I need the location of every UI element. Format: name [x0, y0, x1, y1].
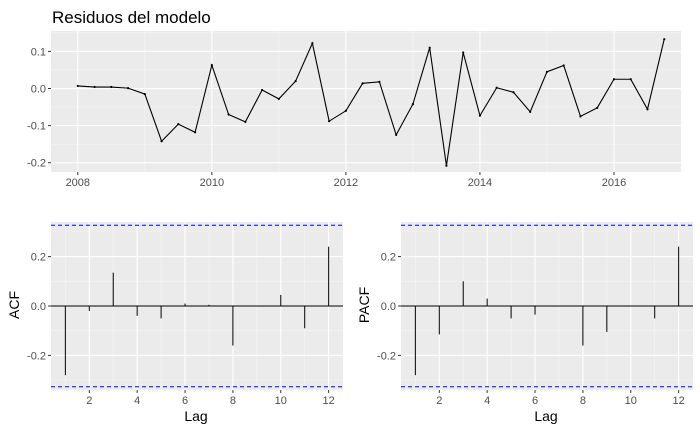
- acf-xtick-label: 4: [134, 395, 140, 407]
- residuals-data-point: [411, 102, 415, 106]
- residuals-data-point: [428, 46, 431, 49]
- pacf-xtick-label: 2: [436, 395, 442, 407]
- residuals-xtick-label: 2012: [334, 177, 358, 189]
- residuals-data-point: [160, 140, 163, 143]
- residuals-data-point: [361, 82, 364, 85]
- residuals-data-point: [244, 120, 247, 124]
- residuals-xtick-label: 2008: [66, 177, 90, 189]
- pacf-xtick-label: 8: [580, 395, 586, 407]
- residuals-data-point: [495, 86, 498, 89]
- residuals-data-point: [110, 85, 113, 89]
- acf-xtick-label: 12: [323, 395, 335, 407]
- pacf-ylabel: PACF: [356, 287, 372, 323]
- residuals-data-point: [596, 106, 599, 109]
- residuals-data-point: [378, 80, 381, 83]
- residuals-data-point: [311, 42, 314, 45]
- residuals-data-point: [294, 79, 297, 83]
- residuals-data-point: [193, 131, 197, 134]
- residuals-data-point: [93, 85, 96, 89]
- acf-ytick-label: 0.2: [31, 252, 46, 264]
- residuals-data-point: [612, 78, 616, 81]
- residuals-data-point: [545, 70, 549, 73]
- residuals-data-point: [395, 133, 398, 136]
- residuals-data-point: [445, 164, 448, 167]
- residuals-data-point: [261, 88, 264, 92]
- residuals-data-point: [629, 78, 632, 81]
- residuals-data-point: [512, 91, 515, 94]
- residuals-xtick-label: 2010: [200, 177, 224, 189]
- residuals-data-point: [344, 109, 347, 112]
- chart-title: Residuos del modelo: [52, 8, 211, 27]
- residuals-data-point: [328, 120, 331, 123]
- pacf-xtick-label: 10: [625, 395, 637, 407]
- acf-ytick-label: 0.0: [31, 301, 46, 313]
- residuals-data-point: [177, 123, 180, 126]
- residuals-data-point: [143, 92, 146, 96]
- pacf-xtick-label: 12: [673, 395, 685, 407]
- residuals-data-point: [462, 51, 465, 54]
- residuals-ytick-label: -0.1: [27, 121, 46, 133]
- pacf-xtick-label: 4: [484, 395, 490, 407]
- residuals-data-point: [76, 84, 79, 88]
- residuals-xtick-label: 2014: [468, 177, 492, 189]
- residuals-series-line: [77, 39, 665, 166]
- residuals-data-point: [579, 115, 582, 118]
- pacf-ytick-label: 0.0: [381, 301, 396, 313]
- acf-xlabel: Lag: [184, 408, 207, 424]
- residuals-data-point: [227, 113, 230, 116]
- residuals-data-point: [562, 64, 565, 67]
- acf-ytick-label: -0.2: [27, 350, 46, 362]
- acf-xtick-label: 2: [86, 395, 92, 407]
- pacf-ytick-label: 0.2: [381, 252, 396, 264]
- residuals-data-point: [663, 38, 666, 41]
- residuals-panel: [51, 31, 681, 172]
- pacf-ytick-label: -0.2: [377, 350, 396, 362]
- residuals-ytick-label: -0.2: [27, 158, 46, 170]
- acf-xtick-label: 6: [182, 395, 188, 407]
- residuals-data-point: [210, 64, 213, 67]
- residuals-data-point: [277, 97, 280, 101]
- residuals-xtick-label: 2016: [602, 177, 626, 189]
- residuals-ytick-label: 0.0: [31, 84, 46, 96]
- pacf-xlabel: Lag: [534, 408, 557, 424]
- residuals-data-point: [646, 108, 649, 111]
- acf-xtick-label: 8: [230, 395, 236, 407]
- residuals-ytick-label: 0.1: [31, 46, 46, 58]
- acf-ylabel: ACF: [6, 291, 22, 319]
- residuals-data-point: [126, 87, 130, 90]
- acf-xtick-label: 10: [275, 395, 287, 407]
- residuals-data-point: [478, 114, 482, 117]
- residuals-data-point: [529, 110, 532, 113]
- pacf-xtick-label: 6: [532, 395, 538, 407]
